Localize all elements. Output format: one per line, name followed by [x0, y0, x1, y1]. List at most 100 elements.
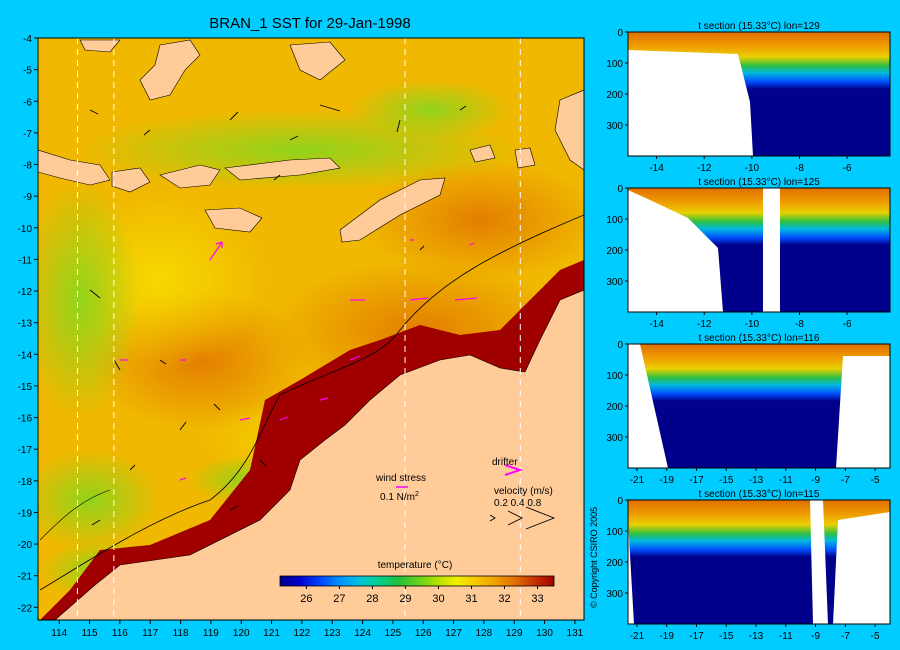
- section-y-tick-label: 200: [606, 90, 623, 101]
- australia-land: [54, 289, 584, 620]
- island-small: [79, 39, 121, 53]
- section-title: t section (15.33°C) lon=115: [699, 489, 820, 500]
- shelf-contour: [39, 489, 111, 541]
- wind-stress-vectors: [89, 104, 467, 526]
- section-x-tick-label: -15: [719, 631, 734, 642]
- section-panel: t section (15.33°C) lon=116 -21 -19 -17 -15 -…: [606, 333, 891, 486]
- section-y-tick-label: 200: [606, 558, 623, 569]
- map-x-tick-label: 119: [203, 628, 219, 639]
- section-x-tick-label: -21: [630, 631, 645, 642]
- colorbar-tick-label: 28: [366, 593, 378, 605]
- map-y-tick-label: -13: [18, 319, 33, 330]
- velocity-vectors: [120, 239, 478, 481]
- map-x-tick-label: 122: [294, 628, 311, 639]
- section-panel: t section (15.33°C) lon=125 -14 -12 -10 -8 -6…: [606, 177, 891, 330]
- section-lines: [76, 38, 521, 620]
- section-title: t section (15.33°C) lon=125: [698, 177, 820, 188]
- map-y-tick-label: -11: [18, 255, 32, 266]
- section-x-tick-label: -17: [689, 475, 704, 486]
- map-y-tick-label: -14: [18, 350, 33, 361]
- section-title: t section (15.33°C) lon=129: [698, 21, 820, 32]
- section-x-tick-label: -14: [649, 319, 664, 330]
- island-bali-lombok: [111, 167, 151, 193]
- map-x-tick-label: 123: [324, 628, 341, 639]
- map-x-tick-label: 118: [173, 628, 189, 639]
- map-y-tick-label: -22: [18, 603, 33, 614]
- velocity-arrow-icon: [525, 506, 556, 530]
- map-y-tick-label: -20: [18, 540, 33, 551]
- map-x-tick-label: 129: [506, 628, 523, 639]
- colorbar-tick-label: 27: [333, 593, 345, 605]
- section-x-tick-label: -11: [779, 631, 793, 642]
- section-x-tick-label: -7: [841, 631, 850, 642]
- section-y-tick-label: 200: [606, 246, 623, 257]
- map-title: BRAN_1 SST for 29-Jan-1998: [209, 15, 411, 32]
- colorbar-title: temperature (°C): [378, 560, 453, 571]
- colorbar-tick-label: 31: [465, 593, 477, 605]
- section-y-tick-label: 0: [617, 184, 623, 195]
- cool-patch: [350, 80, 510, 140]
- section-x-tick-label: -6: [843, 319, 852, 330]
- section-x-tick-label: -14: [649, 163, 664, 174]
- island-small: [469, 144, 496, 163]
- map-x-tick-label: 120: [233, 628, 250, 639]
- section-x-tick-label: -13: [749, 631, 764, 642]
- section-x-tick-label: -8: [795, 163, 804, 174]
- section-y-tick-label: 300: [606, 589, 623, 600]
- section-x-tick-label: -11: [779, 475, 793, 486]
- section-x-tick-label: -12: [697, 319, 712, 330]
- colorbar-tick-label: 32: [498, 593, 510, 605]
- colorbar: temperature (°C) 26 27 28 29 30 31 32 33: [279, 560, 555, 605]
- colorbar-ramp: [279, 575, 555, 587]
- wind-stress-label: wind stress: [375, 473, 426, 484]
- section-x-tick-label: -9: [811, 631, 820, 642]
- section-y-tick-label: 0: [617, 496, 623, 507]
- map-y-tick-label: -15: [18, 382, 33, 393]
- colorbar-tick-label: 33: [531, 593, 543, 605]
- copyright: © Copyright CSIRO 2005: [589, 507, 599, 608]
- section-x-tick-label: -10: [745, 319, 760, 330]
- map-x-tick-label: 114: [51, 628, 67, 639]
- map-x-tick-label: 130: [536, 628, 553, 639]
- island-java: [38, 149, 111, 186]
- map-x-tick-label: 126: [415, 628, 432, 639]
- map-y-tick-label: -7: [23, 129, 32, 140]
- colorbar-tick-label: 29: [399, 593, 411, 605]
- section-title: t section (15.33°C) lon=116: [699, 333, 820, 344]
- map-x-tick-label: 124: [354, 628, 371, 639]
- island-timor: [339, 177, 446, 243]
- section-x-tick-label: -17: [689, 631, 704, 642]
- section-land-mask: [628, 50, 753, 156]
- section-x-tick-label: -19: [659, 631, 674, 642]
- velocity-arrow-icon: [507, 510, 524, 526]
- map-x-axis: 114 115 116 117 118 119 120 121 122 123 124 125 126 1…: [51, 620, 584, 639]
- section-x-tick-label: -5: [871, 631, 880, 642]
- section-x-tick-label: -10: [745, 163, 760, 174]
- map-y-tick-label: -6: [23, 97, 32, 108]
- section-y-tick-label: 100: [606, 59, 623, 70]
- section-y-tick-label: 200: [606, 402, 623, 413]
- velocity-label: velocity (m/s): [494, 486, 553, 497]
- map-y-tick-label: -4: [23, 34, 32, 45]
- map-x-tick-label: 125: [385, 628, 402, 639]
- section-y-tick-label: 100: [606, 527, 623, 538]
- map-y-tick-label: -10: [18, 224, 33, 235]
- map-x-tick-label: 128: [476, 628, 493, 639]
- map-x-tick-label: 115: [82, 628, 98, 639]
- section-y-tick-label: 300: [606, 277, 623, 288]
- section-x-tick-label: -8: [795, 319, 804, 330]
- island-flores: [224, 157, 341, 181]
- colorbar-tick-label: 30: [432, 593, 444, 605]
- map-frame: [37, 37, 585, 621]
- map-y-tick-label: -18: [18, 477, 33, 488]
- cool-patch: [38, 450, 160, 550]
- drifter-arrow-icon: [504, 464, 524, 476]
- section-y-tick-label: 0: [617, 340, 623, 351]
- section-x-tick-label: -9: [811, 475, 820, 486]
- colorbar-tick-label: 26: [300, 593, 312, 605]
- section-land-mask: [628, 500, 890, 624]
- map-y-tick-label: -8: [23, 161, 32, 172]
- island-east: [554, 89, 584, 171]
- island-sulawesi: [139, 39, 201, 101]
